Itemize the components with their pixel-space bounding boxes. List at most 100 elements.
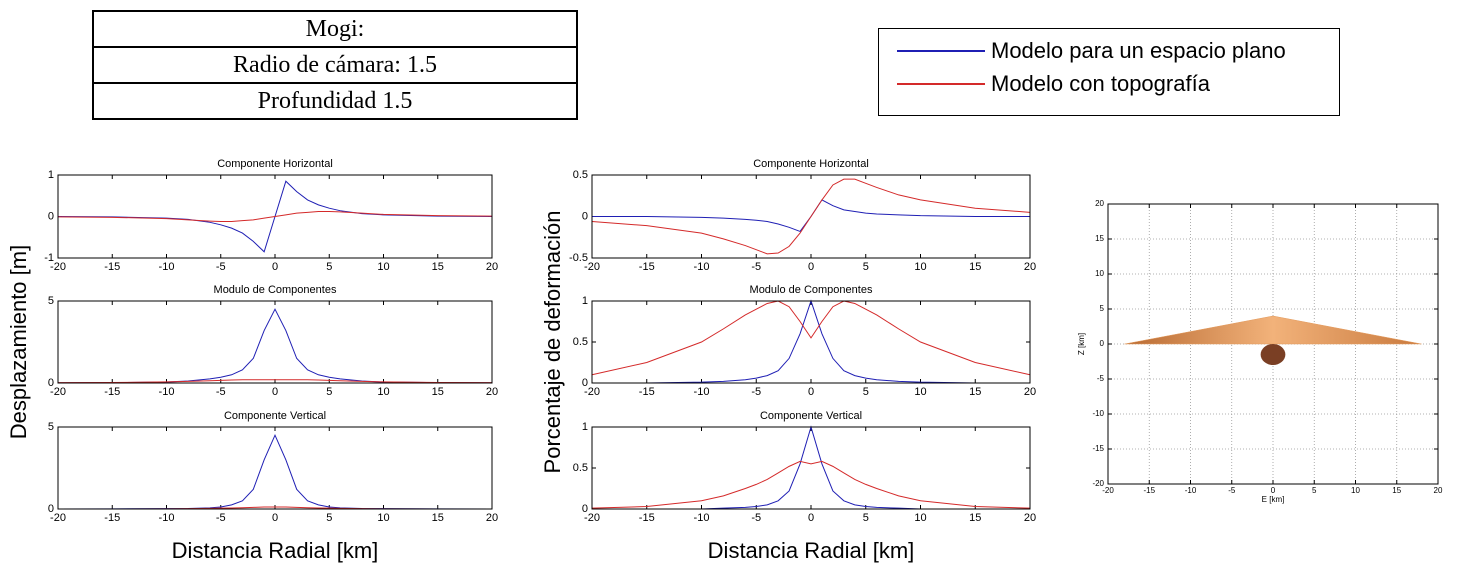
x-tick-label: -20 bbox=[50, 386, 66, 398]
axes-frame bbox=[57, 426, 493, 510]
x-tick-label: 0 bbox=[808, 261, 814, 273]
y-tick-label: 1 bbox=[582, 421, 588, 433]
info-cell: Radio de cámara: 1.5 bbox=[92, 46, 578, 84]
y-tick-label: 5 bbox=[48, 295, 54, 307]
x-tick-label: 5 bbox=[863, 261, 869, 273]
legend-swatch bbox=[897, 50, 985, 52]
y-tick-label: -1 bbox=[44, 252, 54, 264]
x-tick-label: -15 bbox=[104, 261, 120, 273]
x-tick-label: -5 bbox=[751, 386, 761, 398]
x-tick-label: 5 bbox=[863, 386, 869, 398]
y-tick-label: -20 bbox=[1092, 479, 1104, 488]
x-tick-label: 5 bbox=[326, 261, 332, 273]
y-tick-label: 0 bbox=[582, 210, 588, 222]
panel-title: Componente Vertical bbox=[224, 410, 326, 422]
x-tick-label: -5 bbox=[216, 261, 226, 273]
x-tick-label: 10 bbox=[914, 386, 926, 398]
x-tick-label: -10 bbox=[694, 261, 710, 273]
x-tick-label: 10 bbox=[914, 512, 926, 524]
y-tick-label: -10 bbox=[1092, 409, 1104, 418]
y-axis-label: Desplazamiento [m] bbox=[6, 245, 31, 439]
plot-area bbox=[58, 427, 492, 509]
y-tick-label: 15 bbox=[1095, 234, 1104, 243]
legend-entry: Modelo para un espacio plano bbox=[897, 36, 1286, 66]
y-tick-label: 10 bbox=[1095, 269, 1104, 278]
plot-area bbox=[592, 427, 1030, 509]
x-tick-label: 20 bbox=[1024, 386, 1036, 398]
y-tick-label: 5 bbox=[1100, 304, 1105, 313]
y-tick-label: 1 bbox=[582, 295, 588, 307]
axes-frame bbox=[591, 300, 1031, 384]
x-tick-label: 15 bbox=[969, 261, 981, 273]
y-tick-label: -15 bbox=[1092, 444, 1104, 453]
x-tick-label: -5 bbox=[216, 512, 226, 524]
x-tick-label: -5 bbox=[216, 386, 226, 398]
x-tick-label: -10 bbox=[694, 512, 710, 524]
axes-frame bbox=[591, 174, 1031, 259]
x-tick-label: -20 bbox=[50, 261, 66, 273]
x-tick-label: 20 bbox=[486, 261, 498, 273]
x-tick-label: 15 bbox=[969, 512, 981, 524]
magma-chamber bbox=[1260, 344, 1286, 365]
panel-title: Modulo de Componentes bbox=[750, 284, 873, 296]
y-tick-label: 0 bbox=[48, 503, 54, 515]
x-tick-label: -5 bbox=[1228, 486, 1236, 495]
legend-label: Modelo con topografía bbox=[991, 71, 1210, 96]
x-tick-label: -10 bbox=[159, 386, 175, 398]
plot-area bbox=[58, 301, 492, 383]
x-tick-label: 0 bbox=[272, 512, 278, 524]
x-tick-label: -15 bbox=[639, 386, 655, 398]
x-tick-label: 10 bbox=[1351, 486, 1360, 495]
y-tick-label: -0.5 bbox=[569, 252, 588, 264]
x-axis-label: E [km] bbox=[1262, 495, 1285, 504]
info-cell: Mogi: bbox=[92, 10, 578, 48]
x-tick-label: 10 bbox=[377, 261, 389, 273]
series-line bbox=[57, 308, 493, 384]
x-tick-label: 15 bbox=[432, 261, 444, 273]
x-tick-label: 5 bbox=[326, 512, 332, 524]
x-tick-label: 20 bbox=[1434, 486, 1443, 495]
panel-title: Componente Vertical bbox=[760, 410, 862, 422]
x-tick-label: -10 bbox=[159, 261, 175, 273]
y-tick-label: -5 bbox=[1097, 374, 1105, 383]
y-tick-label: 0.5 bbox=[573, 336, 588, 348]
x-tick-label: 15 bbox=[432, 512, 444, 524]
x-tick-label: -20 bbox=[50, 512, 66, 524]
x-tick-label: -5 bbox=[751, 261, 761, 273]
x-tick-label: 20 bbox=[486, 386, 498, 398]
x-axis-label: Distancia Radial [km] bbox=[172, 538, 379, 563]
x-tick-label: 10 bbox=[914, 261, 926, 273]
y-tick-label: 20 bbox=[1095, 199, 1104, 208]
x-tick-label: 15 bbox=[969, 386, 981, 398]
series-line bbox=[591, 178, 1031, 255]
y-tick-label: 5 bbox=[48, 421, 54, 433]
series-line bbox=[591, 460, 1031, 509]
series-line bbox=[591, 300, 1031, 376]
x-tick-label: 0 bbox=[808, 386, 814, 398]
y-tick-label: 0 bbox=[48, 210, 54, 222]
x-tick-label: -20 bbox=[584, 261, 600, 273]
info-table: Mogi: Radio de cámara: 1.5 Profundidad 1… bbox=[92, 10, 578, 120]
y-tick-label: 0.5 bbox=[573, 462, 588, 474]
y-tick-label: 0 bbox=[582, 377, 588, 389]
x-tick-label: 0 bbox=[272, 261, 278, 273]
x-tick-label: -15 bbox=[639, 261, 655, 273]
x-tick-label: 5 bbox=[1312, 486, 1317, 495]
panel-title: Componente Horizontal bbox=[217, 158, 333, 170]
series-line bbox=[57, 211, 493, 222]
x-tick-label: 20 bbox=[1024, 512, 1036, 524]
y-axis-label: Porcentaje de deformación bbox=[540, 211, 565, 474]
legend-entry: Modelo con topografía bbox=[897, 69, 1210, 99]
x-tick-label: -15 bbox=[639, 512, 655, 524]
x-tick-label: -10 bbox=[159, 512, 175, 524]
x-tick-label: 0 bbox=[272, 386, 278, 398]
x-tick-label: -15 bbox=[104, 512, 120, 524]
axes-frame bbox=[1107, 203, 1439, 485]
x-axis-label: Distancia Radial [km] bbox=[708, 538, 915, 563]
y-tick-label: 0 bbox=[582, 503, 588, 515]
x-tick-label: 15 bbox=[432, 386, 444, 398]
axes-frame bbox=[57, 174, 493, 259]
x-tick-label: 20 bbox=[1024, 261, 1036, 273]
